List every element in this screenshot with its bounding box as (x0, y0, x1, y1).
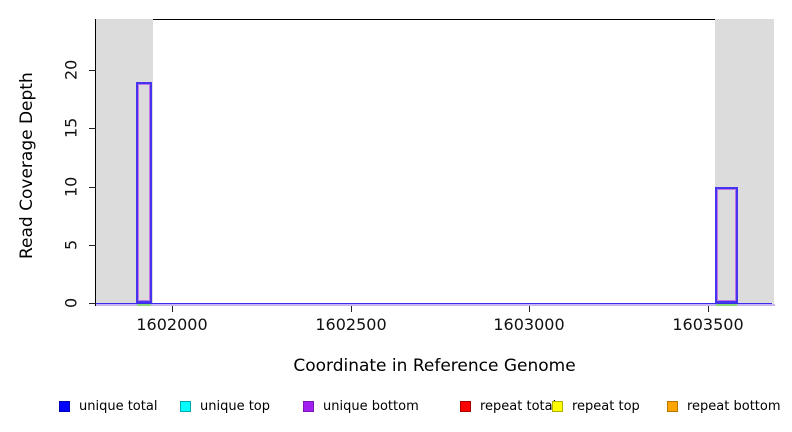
shaded-region (714, 19, 774, 304)
legend-label: unique bottom (323, 398, 419, 414)
legend-swatch (59, 400, 70, 412)
coverage-baseline-under (96, 304, 775, 306)
legend-label: repeat bottom (687, 398, 781, 414)
legend-item: unique bottom (303, 398, 419, 414)
shaded-region (96, 19, 154, 304)
legend-label: unique top (200, 398, 271, 414)
y-tick (89, 128, 96, 129)
y-tick-label: 10 (61, 176, 81, 198)
x-tick (529, 306, 530, 312)
y-tick-label: 0 (61, 297, 81, 309)
y-tick-label: 20 (61, 59, 81, 81)
y-tick (89, 70, 96, 71)
coverage-spike (715, 187, 738, 303)
legend-swatch (552, 400, 563, 412)
legend-label: repeat total (480, 398, 557, 414)
x-tick (351, 306, 352, 312)
y-tick-label: 5 (61, 239, 81, 251)
legend-item: unique top (180, 398, 270, 414)
y-tick (89, 187, 96, 188)
x-tick-label: 1603500 (672, 315, 744, 334)
y-tick (89, 303, 96, 304)
legend-item: repeat top (552, 398, 640, 414)
legend-item: unique total (59, 398, 157, 414)
y-axis-title: Read Coverage Depth (17, 72, 37, 260)
x-tick-label: 1602000 (136, 315, 208, 334)
legend-item: repeat total (460, 398, 556, 414)
spike-base-highlight (137, 304, 151, 306)
legend-swatch (460, 400, 471, 412)
legend-label: repeat top (572, 398, 640, 414)
legend-label: unique total (79, 398, 158, 414)
y-tick (89, 245, 96, 246)
plot-area (95, 19, 775, 306)
coverage-baseline (96, 303, 772, 305)
x-axis-title: Coordinate in Reference Genome (293, 356, 576, 376)
y-tick-label: 15 (61, 117, 81, 139)
legend-swatch (303, 400, 314, 412)
x-tick-label: 1603000 (493, 315, 565, 334)
x-tick (172, 306, 173, 312)
coverage-spike (136, 82, 152, 303)
legend-item: repeat bottom (667, 398, 781, 414)
spike-base-highlight (716, 304, 737, 306)
x-tick-label: 1602500 (315, 315, 387, 334)
legend-swatch (180, 400, 191, 412)
legend-swatch (667, 400, 678, 412)
x-tick (708, 306, 709, 312)
